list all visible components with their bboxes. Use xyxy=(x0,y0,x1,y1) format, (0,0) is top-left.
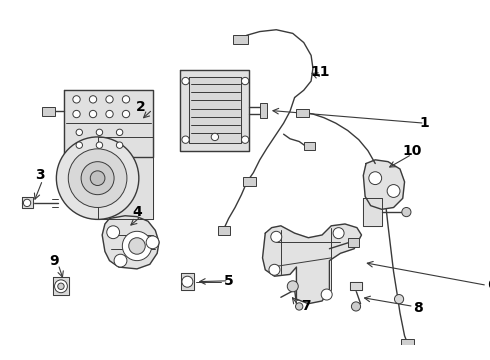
Text: 5: 5 xyxy=(224,274,234,288)
Polygon shape xyxy=(363,198,382,226)
Text: 6: 6 xyxy=(487,278,490,292)
Circle shape xyxy=(402,207,411,217)
Circle shape xyxy=(129,238,145,254)
Text: 11: 11 xyxy=(311,65,330,79)
Circle shape xyxy=(68,149,127,207)
Circle shape xyxy=(73,96,80,103)
Polygon shape xyxy=(102,216,159,269)
Circle shape xyxy=(89,111,97,118)
Circle shape xyxy=(58,283,64,289)
Circle shape xyxy=(89,96,97,103)
Circle shape xyxy=(369,172,382,185)
Polygon shape xyxy=(98,137,152,219)
Circle shape xyxy=(106,111,113,118)
Text: 7: 7 xyxy=(301,300,310,314)
Polygon shape xyxy=(363,160,405,209)
Circle shape xyxy=(56,137,139,219)
Circle shape xyxy=(182,136,189,143)
Circle shape xyxy=(96,129,102,136)
Circle shape xyxy=(321,289,332,300)
Polygon shape xyxy=(22,197,32,208)
Circle shape xyxy=(106,96,113,103)
Text: 9: 9 xyxy=(49,254,59,267)
Circle shape xyxy=(146,236,159,249)
Circle shape xyxy=(387,185,400,197)
Circle shape xyxy=(117,129,123,136)
Bar xyxy=(296,108,309,117)
Circle shape xyxy=(394,294,404,304)
Circle shape xyxy=(122,231,152,261)
Circle shape xyxy=(107,226,120,239)
Circle shape xyxy=(242,136,249,143)
Bar xyxy=(233,35,248,44)
Text: 10: 10 xyxy=(402,144,421,158)
Circle shape xyxy=(351,302,361,311)
Circle shape xyxy=(287,281,298,292)
Circle shape xyxy=(269,264,280,275)
Bar xyxy=(260,103,267,118)
Circle shape xyxy=(182,276,193,287)
Polygon shape xyxy=(181,274,194,290)
Bar xyxy=(244,177,256,186)
Text: 3: 3 xyxy=(35,168,45,183)
Circle shape xyxy=(54,280,67,293)
Polygon shape xyxy=(189,77,242,143)
Text: 2: 2 xyxy=(136,100,146,114)
Circle shape xyxy=(76,129,82,136)
Text: 1: 1 xyxy=(420,116,430,130)
Circle shape xyxy=(242,77,249,85)
Circle shape xyxy=(122,111,130,118)
Circle shape xyxy=(117,142,123,148)
Polygon shape xyxy=(263,224,362,304)
Circle shape xyxy=(81,162,114,195)
Circle shape xyxy=(114,254,127,267)
Circle shape xyxy=(76,142,82,148)
Circle shape xyxy=(90,171,105,185)
Circle shape xyxy=(73,111,80,118)
Circle shape xyxy=(96,142,102,148)
Circle shape xyxy=(122,96,130,103)
Circle shape xyxy=(295,303,303,310)
Circle shape xyxy=(182,77,189,85)
Polygon shape xyxy=(349,282,363,290)
Bar xyxy=(304,143,315,150)
Bar xyxy=(42,107,54,116)
Polygon shape xyxy=(64,90,152,157)
Text: 4: 4 xyxy=(132,205,142,219)
Polygon shape xyxy=(53,277,69,294)
Bar xyxy=(401,338,414,347)
Text: 8: 8 xyxy=(414,301,423,315)
Circle shape xyxy=(333,228,344,239)
Circle shape xyxy=(271,231,282,242)
Polygon shape xyxy=(180,70,249,151)
Bar xyxy=(218,226,230,235)
Circle shape xyxy=(211,133,219,141)
Bar xyxy=(348,238,359,247)
Circle shape xyxy=(24,199,31,207)
